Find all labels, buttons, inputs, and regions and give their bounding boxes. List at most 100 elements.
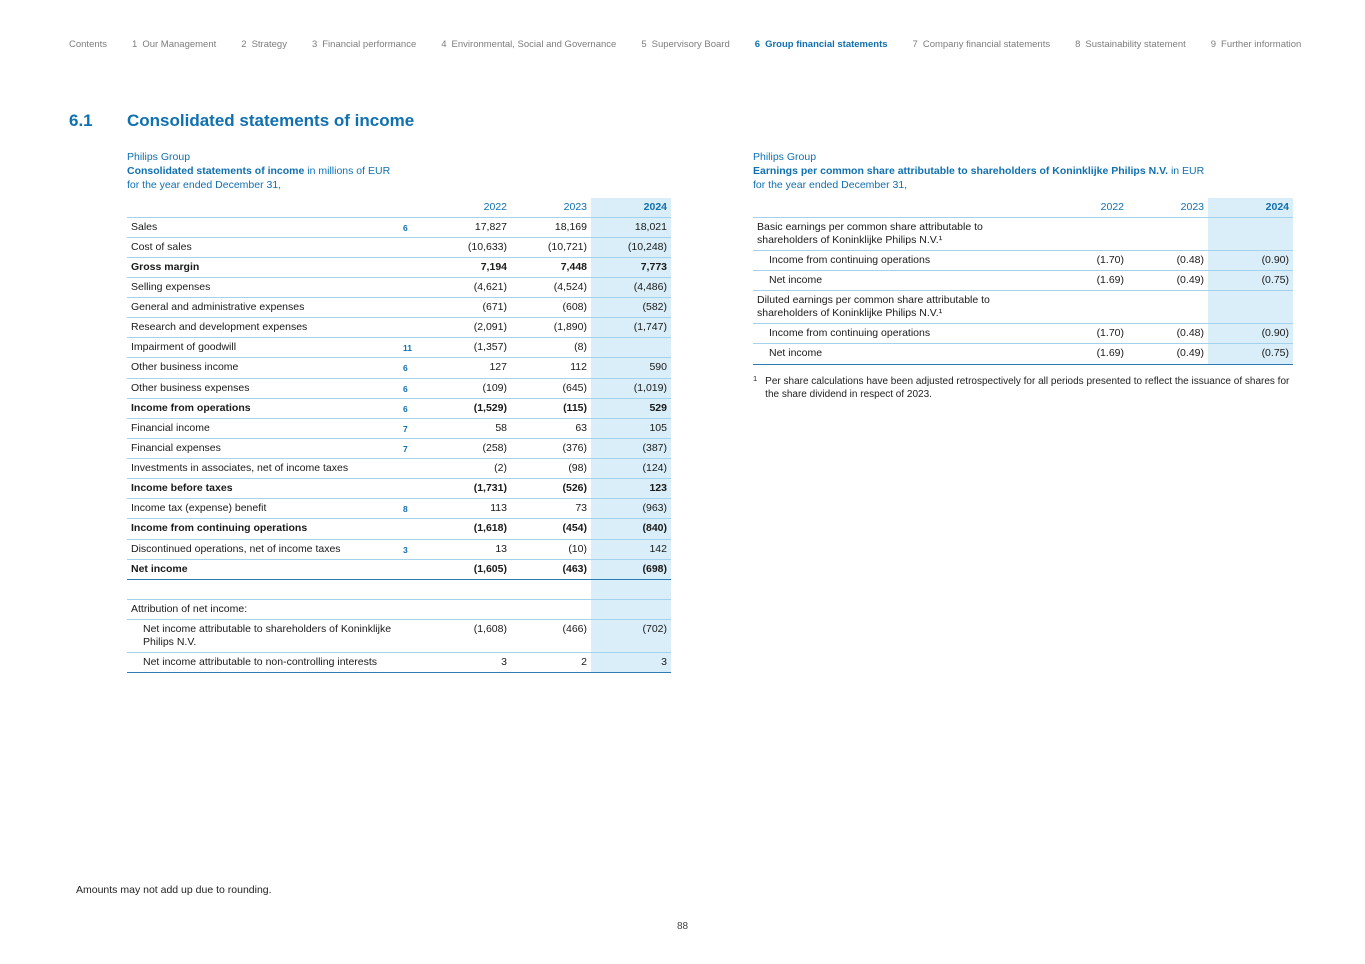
- nav-item-label: Further information: [1221, 39, 1302, 50]
- value-cell: (1,747): [591, 317, 671, 339]
- year-header: 2022: [427, 197, 511, 218]
- year-header: 2024: [591, 197, 671, 218]
- note-link[interactable]: 6: [399, 357, 427, 379]
- nav-item[interactable]: 1 Our Management: [132, 39, 216, 50]
- label-column-header: [753, 197, 1043, 218]
- nav-item-number: 5: [641, 39, 647, 50]
- value-cell: 112: [511, 357, 591, 379]
- label-column-header: [127, 197, 399, 218]
- nav-item[interactable]: 5 Supervisory Board: [641, 39, 729, 50]
- footnote-marker: 1: [753, 373, 758, 383]
- nav-item-label: Contents: [69, 39, 108, 50]
- value-cell: 590: [591, 357, 671, 379]
- footnote: 1 Per share calculations have been adjus…: [753, 373, 1293, 402]
- note-link[interactable]: 6: [399, 378, 427, 399]
- note-column-header: [399, 197, 427, 218]
- value-cell: (963): [591, 498, 671, 520]
- row-label: General and administrative expenses: [127, 297, 399, 319]
- table-title: Earnings per common share attributable t…: [753, 165, 1293, 179]
- nav-item-label: Financial performance: [322, 39, 417, 50]
- table-title-bold: Earnings per common share attributable t…: [753, 164, 1169, 177]
- row-label: Diluted earnings per common share attrib…: [753, 290, 1043, 325]
- table-title-bold: Consolidated statements of income: [127, 164, 305, 177]
- value-cell: (4,524): [511, 277, 591, 299]
- table-row: Other business income 6 127 112 590: [127, 357, 671, 379]
- note-link[interactable]: 7: [399, 418, 427, 439]
- income-statement-block: Philips Group Consolidated statements of…: [127, 151, 671, 674]
- note-link[interactable]: 11: [399, 337, 427, 359]
- value-cell: [1043, 217, 1128, 251]
- row-label: Net income: [753, 270, 1043, 292]
- table-row: Selling expenses (4,621) (4,524) (4,486): [127, 277, 671, 299]
- nav-item-label: Our Management: [142, 39, 217, 50]
- row-label: Basic earnings per common share attribut…: [753, 217, 1043, 251]
- value-cell: (463): [511, 559, 591, 580]
- value-cell: (124): [591, 458, 671, 480]
- value-cell: (1.69): [1043, 343, 1128, 365]
- row-label: Net income attributable to non-controlli…: [127, 652, 399, 674]
- note-link[interactable]: 6: [399, 398, 427, 419]
- nav-item[interactable]: 9 Further information: [1211, 39, 1302, 50]
- value-cell: (1.70): [1043, 250, 1128, 271]
- nav-item[interactable]: 7 Company financial statements: [913, 39, 1051, 50]
- nav-item[interactable]: 4 Environmental, Social and Governance: [441, 39, 616, 50]
- note-cell: [399, 237, 427, 258]
- value-cell: 113: [427, 498, 511, 520]
- page-number: 88: [676, 921, 689, 932]
- value-cell: 17,827: [427, 217, 511, 238]
- table-row: [127, 579, 671, 600]
- nav-item[interactable]: 3 Financial performance: [312, 39, 416, 50]
- value-cell: 123: [591, 478, 671, 500]
- value-cell: 7,448: [511, 257, 591, 278]
- nav-item-number: 4: [441, 39, 447, 50]
- value-cell: [511, 579, 591, 600]
- row-label: Net income: [753, 343, 1043, 365]
- note-link[interactable]: 8: [399, 498, 427, 520]
- table-row: Gross margin 7,194 7,448 7,773: [127, 257, 671, 278]
- table-row: Research and development expenses (2,091)…: [127, 317, 671, 339]
- table-subtitle: for the year ended December 31,: [127, 178, 282, 191]
- value-cell: [427, 599, 511, 620]
- table-row: Income from operations 6 (1,529) (115) 529: [127, 398, 671, 419]
- nav-item-number: 8: [1075, 39, 1081, 50]
- value-cell: (0.90): [1208, 250, 1293, 271]
- nav-item[interactable]: 2 Strategy: [241, 39, 287, 50]
- value-cell: 18,169: [511, 217, 591, 238]
- value-cell: [591, 337, 671, 359]
- note-cell: [399, 297, 427, 319]
- table-row: Impairment of goodwill 11 (1,357) (8): [127, 337, 671, 359]
- value-cell: (1,605): [427, 559, 511, 580]
- value-cell: 7,194: [427, 257, 511, 278]
- nav-item[interactable]: 8 Sustainability statement: [1075, 39, 1186, 50]
- table-title-suffix: in EUR: [1168, 164, 1205, 177]
- value-cell: (1,618): [427, 518, 511, 540]
- value-cell: [1128, 217, 1208, 251]
- nav-item[interactable]: 6 Group financial statements: [755, 39, 888, 50]
- value-cell: [1128, 290, 1208, 325]
- value-cell: (10,633): [427, 237, 511, 258]
- note-link[interactable]: 7: [399, 438, 427, 460]
- table-row: Discontinued operations, net of income t…: [127, 539, 671, 560]
- value-cell: (1.69): [1043, 270, 1128, 292]
- value-cell: (1,357): [427, 337, 511, 359]
- value-cell: (10): [511, 539, 591, 560]
- value-cell: 63: [511, 418, 591, 439]
- row-label: Income from continuing operations: [753, 250, 1043, 271]
- note-cell: [399, 518, 427, 540]
- value-cell: (698): [591, 559, 671, 580]
- row-label: Financial expenses: [127, 438, 399, 460]
- note-link[interactable]: 6: [399, 217, 427, 238]
- year-header-row: 2022 2023 2024: [127, 197, 671, 218]
- value-cell: (0.49): [1128, 343, 1208, 365]
- table-row: Diluted earnings per common share attrib…: [753, 290, 1293, 325]
- row-label: Income tax (expense) benefit: [127, 498, 399, 520]
- value-cell: (2): [427, 458, 511, 480]
- table-row: Income from continuing operations (1.70) (…: [753, 250, 1293, 271]
- nav-item[interactable]: Contents: [69, 39, 107, 50]
- value-cell: 3: [591, 652, 671, 674]
- value-cell: 3: [427, 652, 511, 674]
- value-cell: [1208, 217, 1293, 251]
- nav-item-label: Environmental, Social and Governance: [451, 39, 617, 50]
- note-link[interactable]: 3: [399, 539, 427, 560]
- value-cell: 18,021: [591, 217, 671, 238]
